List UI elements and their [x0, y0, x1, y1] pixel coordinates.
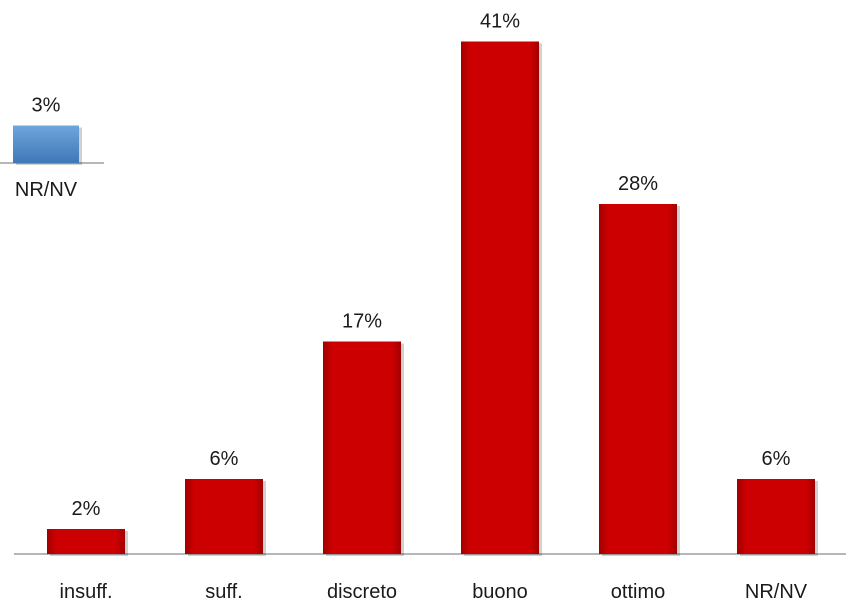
bar-suff [185, 479, 263, 554]
data-label: 6% [762, 448, 791, 470]
bar-insuff [47, 529, 125, 554]
category-label: NR/NV [745, 581, 808, 603]
data-label: 2% [72, 498, 101, 520]
data-label: 41% [480, 11, 520, 33]
category-label: suff. [205, 581, 242, 603]
data-label: 6% [210, 448, 239, 470]
data-label: 3% [32, 95, 61, 117]
rating-distribution-chart: 2% insuff. 6% suff. 17% discreto 41% buono 28% ot… [14, 11, 846, 603]
bar-nr-nv [737, 479, 815, 554]
category-label: buono [472, 581, 528, 603]
bar-buono [461, 41, 539, 554]
data-label: 28% [618, 173, 658, 195]
bar-discreto [323, 341, 401, 554]
category-label: insuff. [60, 581, 113, 603]
nrnv-inset-chart: 3% NR/NV [0, 95, 104, 201]
bar-ottimo [599, 204, 677, 554]
category-label: discreto [327, 581, 397, 603]
bar-nr-nv [13, 125, 79, 163]
category-label: NR/NV [15, 179, 78, 201]
category-label: ottimo [611, 581, 665, 603]
data-label: 17% [342, 311, 382, 333]
